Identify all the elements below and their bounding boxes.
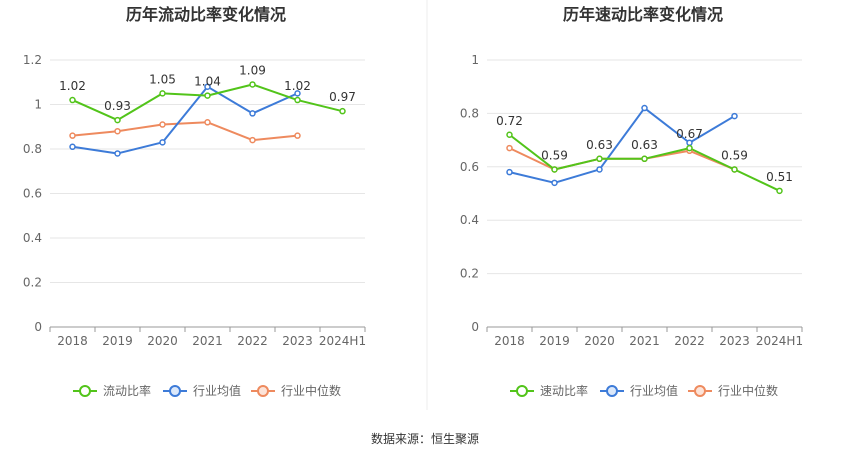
data-point: [294, 132, 301, 139]
data-point: [114, 116, 121, 124]
data-point: [204, 119, 211, 126]
data-label: 0.63: [586, 138, 613, 152]
data-label: 0.59: [541, 148, 568, 162]
chart-legend: 速动比率 行业均值 行业中位数: [510, 383, 778, 398]
data-point: [249, 81, 256, 88]
data-source: 数据来源：恒生聚源: [371, 431, 479, 446]
y-tick-label: 0.4: [23, 231, 42, 245]
data-point: [69, 143, 76, 151]
chart-title: 历年速动比率变化情况: [563, 5, 723, 24]
y-tick-label: 0: [471, 320, 479, 334]
legend-label: 速动比率: [540, 383, 588, 398]
data-point: [294, 90, 301, 97]
data-point: [551, 179, 558, 187]
data-point: [249, 136, 256, 144]
data-label: 1.02: [59, 79, 86, 93]
legend-marker: [606, 385, 618, 397]
y-tick-label: 1: [34, 98, 42, 112]
data-label: 0.63: [631, 138, 658, 152]
y-tick-label: 0.4: [460, 213, 479, 227]
y-tick-label: 0: [34, 320, 42, 334]
data-label: 1.02: [284, 79, 311, 93]
data-point: [204, 83, 211, 90]
data-label: 0.97: [329, 90, 356, 104]
x-tick-label: 2021: [629, 334, 660, 348]
data-point: [506, 168, 513, 176]
data-point: [641, 104, 648, 112]
data-point: [69, 132, 76, 139]
legend-label: 流动比率: [103, 383, 151, 398]
data-point: [114, 127, 121, 135]
x-tick-label: 2023: [719, 334, 750, 348]
data-label: 0.51: [766, 170, 793, 184]
x-tick-label: 2019: [539, 334, 570, 348]
x-tick-label: 2018: [494, 334, 525, 348]
legend-marker: [694, 385, 706, 397]
data-point: [249, 110, 256, 117]
data-point: [596, 155, 603, 163]
x-tick-label: 2022: [674, 334, 705, 348]
data-point: [641, 155, 648, 163]
data-point: [596, 166, 603, 173]
y-tick-label: 0.8: [460, 106, 479, 120]
chart-legend: 流动比率 行业均值 行业中位数: [73, 383, 341, 398]
y-tick-label: 1: [471, 53, 479, 67]
data-point: [159, 90, 166, 97]
legend-label: 行业均值: [193, 383, 241, 398]
data-point: [204, 92, 211, 99]
data-label: 1.05: [149, 72, 176, 86]
data-point: [731, 112, 738, 120]
data-point: [506, 131, 513, 139]
quick-ratio-chart: 历年速动比率变化情况 0 0.2 0.4 0.6 0.8 1 2018 2019 2020 20…: [460, 5, 803, 398]
data-point: [506, 144, 513, 152]
y-tick-label: 0.8: [23, 142, 42, 156]
legend-marker: [169, 385, 181, 397]
data-point: [551, 166, 558, 173]
data-label: 1.09: [239, 63, 266, 77]
data-point: [114, 150, 121, 157]
y-tick-label: 1.2: [23, 53, 42, 67]
data-label: 0.93: [104, 99, 131, 113]
legend-label: 行业中位数: [718, 383, 778, 398]
x-tick-label: 2024H1: [319, 334, 366, 348]
current-ratio-chart: 历年流动比率变化情况 0 0.2 0.4 0.6 0.8 1 1.2 2018 2019 202…: [23, 5, 366, 398]
x-tick-label: 2021: [192, 334, 223, 348]
y-tick-label: 0.6: [23, 187, 42, 201]
x-tick-label: 2022: [237, 334, 268, 348]
x-tick-label: 2023: [282, 334, 313, 348]
data-point: [294, 96, 301, 104]
data-label: 1.04: [194, 75, 221, 89]
data-label: 0.72: [496, 114, 523, 128]
x-tick-label: 2019: [102, 334, 133, 348]
data-label: 0.59: [721, 148, 748, 162]
data-point: [339, 107, 346, 115]
series-line-1: [72, 85, 298, 155]
legend-label: 行业中位数: [281, 383, 341, 398]
data-label: 0.67: [676, 127, 703, 141]
data-point: [159, 139, 166, 146]
x-tick-label: 2018: [57, 334, 88, 348]
x-tick-label: 2024H1: [756, 334, 803, 348]
x-tick-label: 2020: [584, 334, 615, 348]
x-tick-label: 2020: [147, 334, 178, 348]
legend-marker: [257, 385, 269, 397]
data-point: [159, 121, 166, 128]
data-point: [69, 96, 76, 104]
legend-marker: [79, 385, 91, 397]
series-line-2: [72, 121, 298, 142]
legend-label: 行业均值: [630, 383, 678, 398]
data-point: [731, 166, 738, 173]
y-tick-label: 0.2: [460, 267, 479, 281]
data-point: [776, 187, 783, 195]
series-line-1: [509, 107, 736, 184]
data-point: [686, 144, 693, 152]
y-tick-label: 0.2: [23, 276, 42, 290]
y-tick-label: 0.6: [460, 160, 479, 174]
chart-title: 历年流动比率变化情况: [126, 5, 286, 24]
legend-marker: [516, 385, 528, 397]
